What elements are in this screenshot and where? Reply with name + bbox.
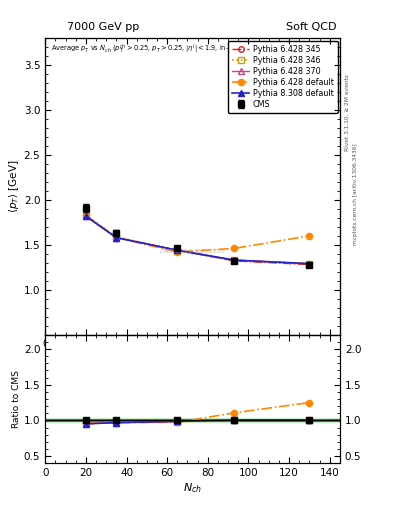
Pythia 6.428 345 [307, 262, 312, 268]
Pythia 6.428 346 [175, 248, 180, 254]
Pythia 6.428 370 [307, 261, 312, 267]
Pythia 6.428 370 [114, 234, 119, 241]
Pythia 8.308 default [307, 261, 312, 267]
Pythia 6.428 346 [232, 257, 237, 263]
Pythia 6.428 345 [83, 213, 88, 219]
Pythia 6.428 default [175, 249, 180, 255]
Pythia 8.308 default [175, 247, 180, 253]
Text: mcplots.cern.ch [arXiv:1306.3436]: mcplots.cern.ch [arXiv:1306.3436] [353, 144, 358, 245]
Pythia 6.428 default [232, 245, 237, 251]
Pythia 6.428 370 [232, 257, 237, 263]
Pythia 8.308 default [114, 234, 119, 241]
Pythia 6.428 default [83, 212, 88, 218]
Line: Pythia 6.428 345: Pythia 6.428 345 [83, 214, 312, 267]
Legend: Pythia 6.428 345, Pythia 6.428 346, Pythia 6.428 370, Pythia 6.428 default, Pyth: Pythia 6.428 345, Pythia 6.428 346, Pyth… [228, 41, 338, 113]
Text: Average $p_T$ vs $N_{ch}$ ($p_T^{ch}>$0.25, $p_T>$0.25, $|\eta^i|<$1.9, in-jet c: Average $p_T$ vs $N_{ch}$ ($p_T^{ch}>$0.… [51, 43, 300, 56]
Pythia 8.308 default [83, 213, 88, 219]
Line: Pythia 6.428 370: Pythia 6.428 370 [83, 214, 312, 266]
X-axis label: $N_{ch}$: $N_{ch}$ [183, 481, 202, 495]
Pythia 6.428 345 [175, 247, 180, 253]
Pythia 6.428 346 [307, 261, 312, 267]
Y-axis label: Ratio to CMS: Ratio to CMS [12, 370, 21, 428]
Line: Pythia 8.308 default: Pythia 8.308 default [83, 213, 312, 267]
Pythia 6.428 370 [175, 247, 180, 253]
Pythia 6.428 346 [83, 212, 88, 218]
Line: Pythia 6.428 346: Pythia 6.428 346 [83, 212, 312, 266]
Text: 7000 GeV pp: 7000 GeV pp [67, 22, 139, 32]
Text: CMS_2013_I1261026: CMS_2013_I1261026 [160, 249, 226, 254]
Pythia 6.428 346 [114, 233, 119, 240]
Y-axis label: $\langle p_T \rangle$ [GeV]: $\langle p_T \rangle$ [GeV] [7, 160, 21, 214]
Pythia 6.428 370 [83, 213, 88, 219]
Pythia 6.428 345 [114, 234, 119, 241]
Text: Soft QCD: Soft QCD [286, 22, 336, 32]
Pythia 8.308 default [232, 257, 237, 263]
Pythia 6.428 default [114, 234, 119, 241]
Pythia 6.428 default [307, 233, 312, 239]
Line: Pythia 6.428 default: Pythia 6.428 default [83, 212, 312, 255]
Text: Rivet 3.1.10, ≥ 2M events: Rivet 3.1.10, ≥ 2M events [345, 74, 350, 151]
Pythia 6.428 345 [232, 258, 237, 264]
